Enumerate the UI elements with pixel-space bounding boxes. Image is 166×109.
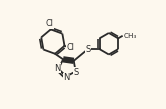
Text: S: S — [74, 68, 79, 77]
Text: Cl: Cl — [46, 19, 54, 28]
Text: Cl: Cl — [66, 43, 74, 52]
Text: N: N — [63, 73, 70, 82]
Text: N: N — [54, 64, 60, 73]
Text: S: S — [85, 45, 90, 54]
Text: CH₃: CH₃ — [123, 33, 137, 39]
